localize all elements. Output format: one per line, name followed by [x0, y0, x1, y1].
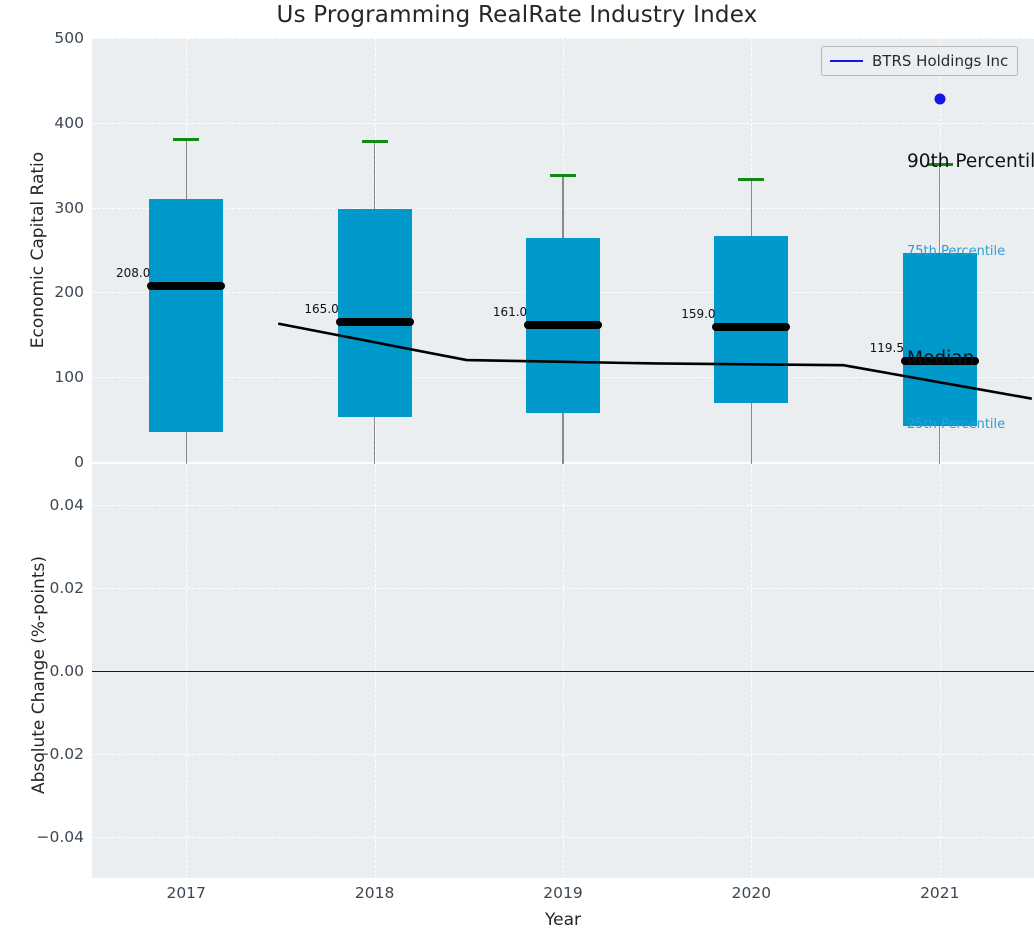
p90-cap: [550, 173, 576, 177]
x-tick-label: 2021: [920, 884, 960, 902]
x-tick-label: 2020: [731, 884, 772, 902]
median-value-label: 161.0: [492, 305, 528, 320]
y-axis-ticks-upper: 0 100 200 300 400 500: [0, 29, 84, 471]
median-value-label: 119.5: [869, 340, 904, 355]
median-value-label: 159.0: [681, 307, 716, 322]
p90-cap: [738, 178, 765, 182]
median-marker: [147, 281, 226, 290]
zero-reference-line: [92, 671, 1034, 672]
upper-plot-area: 208.0 165.0 161.0 159.0 119.5 90th Percentil…: [92, 38, 1034, 472]
x-tick-label: 2018: [354, 884, 395, 902]
y-axis-ticks-lower: −0.04 −0.02 0.00 0.02 0.04: [0, 464, 85, 878]
annotation-25th-percentile: 25th Percentile: [907, 417, 1006, 433]
y-tick-label: 200: [54, 283, 84, 302]
x-tick-label: 2017: [166, 884, 206, 902]
interquartile-box: [714, 236, 789, 403]
y-tick-label: 100: [54, 368, 84, 387]
annotation-median: Median: [907, 347, 975, 369]
interquartile-box: [149, 199, 224, 433]
interquartile-box: [337, 209, 412, 418]
median-marker: [900, 356, 979, 365]
legend-label-btrs: BTRS Holdings Inc: [872, 52, 1009, 70]
y-tick-label: 400: [54, 113, 84, 132]
annotation-90th-percentile: 90th Percentile: [907, 151, 1034, 173]
median-marker: [712, 323, 791, 332]
y-tick-label: 500: [54, 29, 84, 47]
legend-line-icon: [830, 60, 863, 62]
median-value-label: 208.0: [116, 265, 151, 280]
company-marker-btrs[interactable]: [934, 93, 946, 105]
median-marker: [335, 318, 414, 327]
annotation-75th-percentile: 75th Percentile: [907, 243, 1006, 259]
y-tick-label: 0.04: [49, 496, 84, 515]
y-axis-label-upper: Economic Capital Ratio: [28, 151, 48, 349]
median-value-label: 165.0: [304, 302, 339, 317]
median-marker: [524, 321, 602, 330]
p90-cap: [173, 138, 200, 142]
p90-cap: [361, 139, 388, 143]
y-axis-label-lower: Absolute Change (%-points): [29, 556, 49, 794]
y-tick-label: 0.02: [49, 579, 84, 598]
page-title: Us Programming RealRate Industry Index: [276, 2, 758, 28]
y-tick-label: −0.04: [36, 827, 85, 846]
lower-plot-area: [92, 464, 1034, 878]
x-axis-label: Year: [545, 910, 581, 930]
y-tick-label: 0: [74, 453, 84, 471]
interquartile-box: [902, 252, 977, 427]
p90-cap: [926, 162, 953, 166]
y-tick-label: 0.00: [49, 662, 84, 680]
x-tick-label: 2019: [543, 884, 583, 902]
y-tick-label: −0.02: [36, 744, 85, 763]
legend[interactable]: BTRS Holdings Inc: [821, 46, 1019, 76]
y-tick-label: 300: [54, 198, 84, 217]
